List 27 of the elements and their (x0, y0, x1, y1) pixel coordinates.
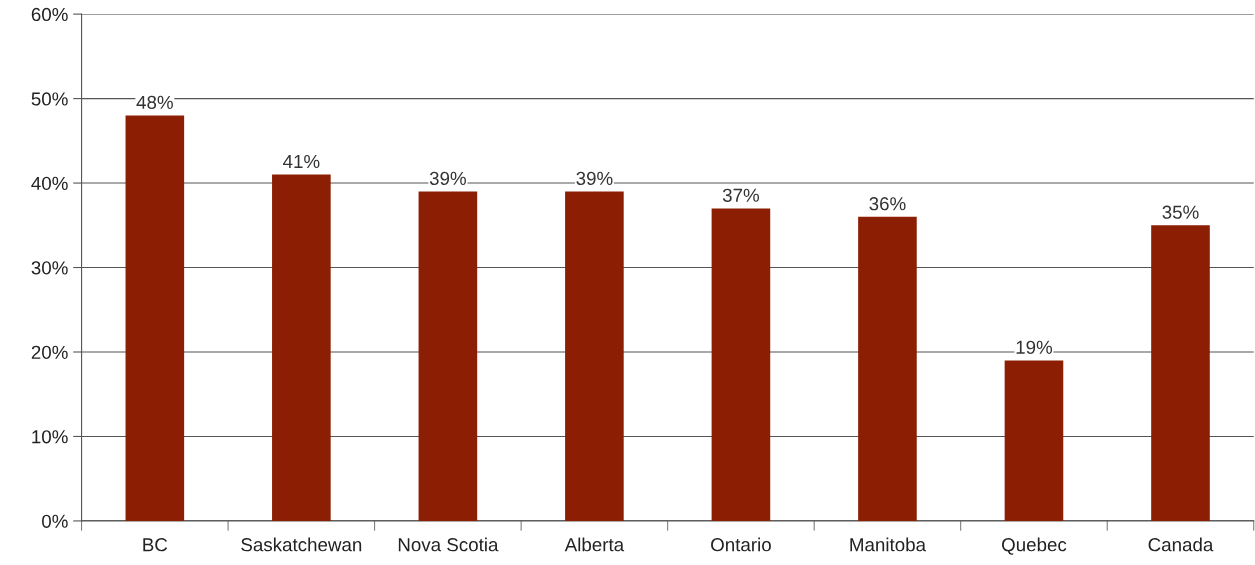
y-tick-label: 60% (31, 7, 68, 22)
data-label: 36% (869, 197, 906, 211)
y-tick-label: 50% (31, 92, 68, 106)
y-tick-label: 30% (31, 261, 68, 275)
y-tick-label: 40% (31, 176, 68, 191)
data-label: 39% (576, 171, 613, 186)
bar (125, 115, 185, 521)
data-label: 39% (429, 171, 466, 186)
bar (418, 191, 478, 521)
x-tick-label: Alberta (564, 537, 625, 552)
x-tick-label: Ontario (711, 537, 771, 552)
y-tick-label: 0% (42, 514, 68, 528)
y-tick-label: 10% (32, 430, 68, 444)
bar (1004, 360, 1064, 521)
bar (565, 191, 624, 521)
x-tick-label: Saskatchewan (241, 537, 362, 552)
data-label: 41% (283, 154, 320, 169)
x-tick-label: Nova Scotia (398, 537, 499, 552)
y-tick-label: 20% (31, 345, 68, 359)
x-tick-label: BC (143, 538, 168, 552)
data-label: 48% (136, 95, 173, 109)
x-tick-label: Quebec (1002, 537, 1067, 555)
x-tick-label: Manitoba (850, 537, 927, 552)
data-label: 37% (722, 188, 760, 202)
data-label: 35% (1162, 205, 1199, 219)
x-tick-label: Canada (1148, 537, 1214, 552)
data-label: 19% (1016, 340, 1053, 354)
